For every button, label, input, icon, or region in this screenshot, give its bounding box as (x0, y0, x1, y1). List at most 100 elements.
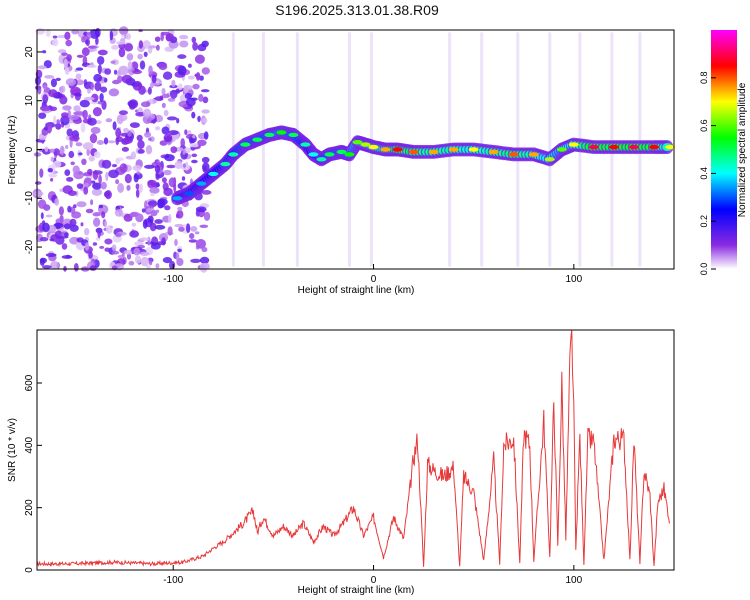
noise-speckle (89, 265, 97, 271)
snr-panel: -100 0 100 0 200 400 600 Height of straight l… (7, 329, 675, 596)
noise-speckle (61, 243, 68, 250)
noise-speckle (188, 63, 192, 68)
noise-speckle (162, 257, 172, 264)
noise-speckle (92, 170, 99, 180)
noise-speckle (129, 212, 138, 218)
colorbar-tick-label: 0.0 (699, 263, 709, 276)
noise-speckle (45, 253, 57, 257)
noise-speckle (111, 250, 120, 255)
y-tick-label: 20 (24, 46, 35, 58)
ridge-point (556, 147, 567, 152)
noise-speckle (179, 40, 189, 48)
noise-speckle (68, 150, 75, 159)
noise-speckle (139, 60, 146, 70)
noise-speckle (45, 28, 51, 37)
noise-speckle (91, 188, 103, 196)
noise-speckle (115, 127, 122, 138)
noise-speckle (44, 126, 48, 131)
noise-speckle (68, 115, 80, 120)
noise-speckle (154, 164, 161, 173)
noise-speckle (38, 112, 47, 119)
ridge-point (336, 149, 347, 155)
noise-speckle (177, 54, 187, 59)
y-tick-label: 10 (24, 95, 35, 107)
noise-speckle (41, 265, 52, 269)
noise-speckle (114, 209, 124, 217)
noise-speckle (104, 77, 108, 83)
noise-speckle (147, 200, 158, 208)
noise-speckle (62, 105, 72, 111)
spectrogram-y-ticks: 20 10 0 -10 -20 (24, 46, 42, 254)
noise-speckle (182, 148, 186, 155)
noise-speckle (66, 54, 72, 62)
noise-speckle (189, 137, 195, 145)
noise-speckle (133, 247, 141, 256)
noise-speckle (175, 252, 180, 261)
snr-x-ticks: -100 0 100 (163, 565, 583, 586)
noise-speckle (118, 110, 128, 116)
noise-speckle (104, 220, 108, 227)
noise-speckle (39, 257, 48, 264)
noise-speckle (166, 33, 175, 42)
y-tick-label: 0 (24, 146, 35, 152)
noise-speckle (109, 225, 113, 229)
noise-speckle (64, 31, 71, 40)
x-tick-label: 100 (565, 575, 582, 586)
noise-speckle (43, 84, 47, 90)
ridge-point (380, 147, 391, 152)
noise-speckle (148, 65, 153, 75)
noise-speckle (156, 80, 160, 84)
noise-speckle (147, 86, 152, 95)
noise-speckle (202, 96, 209, 104)
noise-speckle (141, 208, 146, 213)
noise-speckle (201, 109, 210, 114)
noise-speckle (73, 105, 81, 112)
noise-speckle (121, 146, 129, 152)
noise-speckle (95, 120, 102, 125)
noise-speckle (76, 54, 84, 58)
noise-speckle (55, 77, 61, 81)
ridge-point (568, 142, 579, 147)
ridge-point (508, 152, 519, 157)
noise-speckle (105, 171, 109, 182)
noise-speckle (166, 116, 178, 121)
noise-speckle (81, 35, 90, 40)
noise-speckle (85, 208, 94, 214)
noise-speckle (49, 148, 55, 153)
spectrogram-y-axis-label: Frequency (Hz) (7, 116, 18, 185)
noise-speckle (52, 38, 59, 47)
noise-speckle (65, 39, 72, 47)
noise-speckle (179, 34, 189, 40)
noise-speckle (185, 97, 196, 107)
noise-speckle (140, 256, 150, 267)
noise-speckle (104, 190, 112, 200)
noise-speckle (154, 96, 164, 102)
noise-speckle (66, 177, 74, 182)
noise-speckle (135, 183, 140, 190)
noise-speckle (124, 43, 134, 52)
ridge-point (276, 130, 287, 135)
noise-speckle (112, 121, 117, 131)
noise-speckle (84, 183, 89, 187)
noise-speckle (144, 164, 155, 169)
noise-speckle (161, 126, 170, 135)
noise-speckle (92, 212, 101, 217)
y-tick-label: 200 (24, 499, 35, 516)
noise-speckle (73, 111, 84, 116)
ridge-point (344, 152, 355, 157)
noise-speckle (64, 232, 69, 237)
noise-speckle (54, 230, 63, 239)
noise-speckle (191, 111, 196, 119)
noise-speckle (131, 222, 137, 227)
vertical-streak (295, 32, 299, 267)
noise-speckle (89, 29, 100, 39)
noise-speckle (134, 172, 143, 180)
noise-speckle (146, 264, 151, 270)
noise-speckle (123, 127, 129, 133)
noise-speckle (117, 183, 124, 193)
noise-speckle (201, 67, 210, 75)
colorbar-tick-label: 0.6 (699, 119, 709, 132)
noise-speckle (108, 88, 120, 97)
noise-speckle (157, 198, 168, 206)
